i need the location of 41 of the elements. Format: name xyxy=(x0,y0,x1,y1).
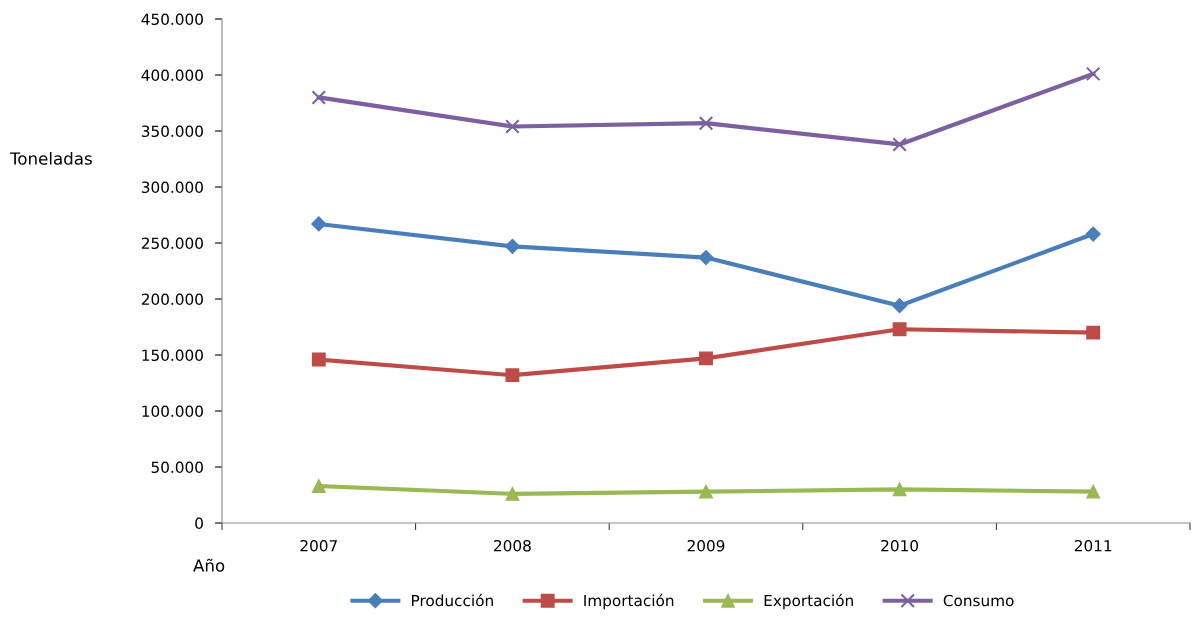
point xyxy=(505,486,520,501)
x-tick-label: 2010 xyxy=(881,539,919,552)
y-tick-label: 350.000 xyxy=(141,125,203,138)
y-tick-label: 100.000 xyxy=(142,405,203,418)
point xyxy=(698,115,714,131)
point xyxy=(892,322,907,337)
point xyxy=(311,479,326,493)
y-tick-label: 50.000 xyxy=(151,461,203,474)
point xyxy=(1086,325,1101,340)
y-axis-title: Toneladas xyxy=(9,151,92,165)
x-tick-label: 2011 xyxy=(1074,539,1112,552)
x-axis-title: Año xyxy=(193,558,225,572)
legend-label: Producción xyxy=(412,593,493,607)
y-tick-label: 250.000 xyxy=(141,237,203,250)
x-tick-label: 2008 xyxy=(494,539,531,552)
point xyxy=(1085,226,1101,242)
point xyxy=(311,352,326,367)
point xyxy=(892,482,907,497)
point xyxy=(699,484,713,499)
legend-label: Exportación xyxy=(764,593,853,610)
point xyxy=(311,90,327,105)
x-tick-label: 2009 xyxy=(687,539,725,552)
y-tick-label: 200.000 xyxy=(141,293,203,306)
point xyxy=(1085,66,1101,82)
y-tick-label: 300.000 xyxy=(141,181,203,194)
x-tick-label: 2007 xyxy=(300,539,337,552)
point xyxy=(504,238,520,254)
point xyxy=(699,351,713,366)
point xyxy=(1086,484,1101,499)
y-tick-label: 150.000 xyxy=(142,349,203,362)
y-tick-label: 450.000 xyxy=(141,13,203,26)
y-tick-label: 400.000 xyxy=(141,69,203,82)
y-tick-label: 0 xyxy=(195,517,203,530)
legend-label: Importación xyxy=(584,593,674,610)
point xyxy=(505,119,520,134)
point xyxy=(892,298,908,314)
point xyxy=(311,216,327,232)
point xyxy=(892,137,907,152)
point xyxy=(698,249,714,266)
point xyxy=(505,368,520,383)
legend-label: Consumo xyxy=(943,594,1014,607)
